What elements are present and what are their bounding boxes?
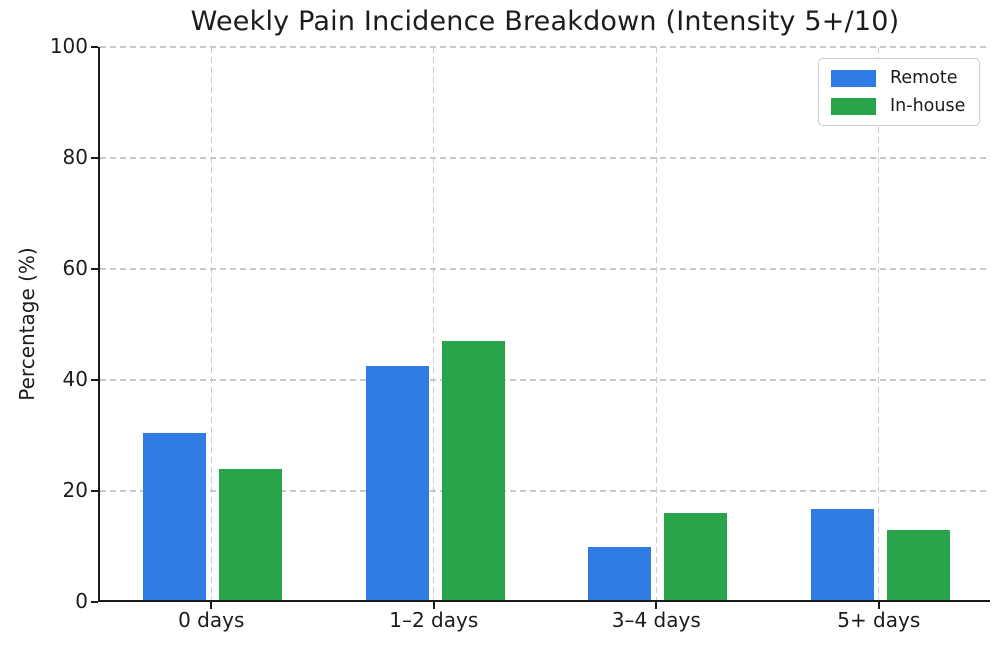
- x-tick-1: [432, 602, 435, 609]
- y-tick-label: 40: [62, 367, 88, 391]
- v-gridline-1: [433, 47, 435, 602]
- inhouse-series-swatch-icon: [831, 97, 876, 115]
- bar-in-house-0-days: [219, 468, 283, 602]
- y-tick-label: 0: [75, 589, 88, 613]
- x-tick-2: [655, 602, 658, 609]
- y-tick-label: 100: [49, 34, 88, 58]
- chart-title: Weekly Pain Incidence Breakdown (Intensi…: [190, 6, 900, 37]
- y-tick-0: [91, 601, 98, 603]
- x-axis-spine: [98, 600, 990, 602]
- legend: Remote In-house: [818, 58, 981, 126]
- bar-remote-0-days: [143, 432, 207, 602]
- h-gridline-100: [100, 46, 990, 48]
- remote-series-swatch-icon: [831, 69, 876, 87]
- x-tick-label: 1–2 days: [389, 608, 479, 632]
- bar-in-house-5-days: [886, 529, 950, 602]
- bar-in-house-1-2-days: [441, 341, 505, 602]
- y-axis-spine: [98, 47, 100, 602]
- y-tick-label: 60: [62, 256, 88, 280]
- h-gridline-20: [100, 490, 990, 492]
- legend-item-remote: Remote: [831, 68, 965, 88]
- h-gridline-40: [100, 379, 990, 381]
- v-gridline-3: [878, 47, 880, 602]
- x-tick-label: 3–4 days: [611, 608, 701, 632]
- legend-label-inhouse: In-house: [890, 96, 966, 116]
- x-tick-label: 5+ days: [837, 608, 921, 632]
- y-tick-80: [91, 157, 98, 159]
- y-tick-60: [91, 268, 98, 270]
- v-gridline-0: [210, 47, 212, 602]
- bar-remote-3-4-days: [588, 546, 652, 602]
- legend-label-remote: Remote: [890, 68, 958, 88]
- bar-remote-5-days: [810, 509, 874, 602]
- y-tick-40: [91, 379, 98, 381]
- bar-in-house-3-4-days: [664, 513, 728, 602]
- h-gridline-60: [100, 268, 990, 270]
- y-tick-label: 80: [62, 145, 88, 169]
- y-tick-label: 20: [62, 478, 88, 502]
- y-tick-20: [91, 490, 98, 492]
- bar-remote-1-2-days: [365, 366, 429, 602]
- plot-area: [100, 46, 990, 602]
- v-gridline-2: [655, 47, 657, 602]
- x-tick-label: 0 days: [178, 608, 245, 632]
- x-tick-3: [877, 602, 880, 609]
- h-gridline-80: [100, 157, 990, 159]
- legend-item-inhouse: In-house: [831, 96, 965, 116]
- x-tick-0: [210, 602, 213, 609]
- y-tick-100: [91, 46, 98, 48]
